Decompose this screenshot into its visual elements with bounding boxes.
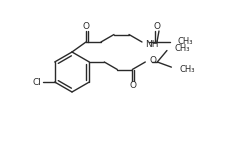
Text: CH₃: CH₃: [180, 65, 195, 74]
Text: O: O: [130, 81, 137, 90]
Text: Cl: Cl: [32, 78, 41, 86]
Text: CH₃: CH₃: [178, 37, 194, 45]
Text: O: O: [82, 21, 89, 30]
Text: O: O: [154, 21, 160, 30]
Text: O: O: [149, 56, 156, 65]
Text: NH: NH: [145, 40, 158, 49]
Text: CH₃: CH₃: [175, 44, 190, 53]
